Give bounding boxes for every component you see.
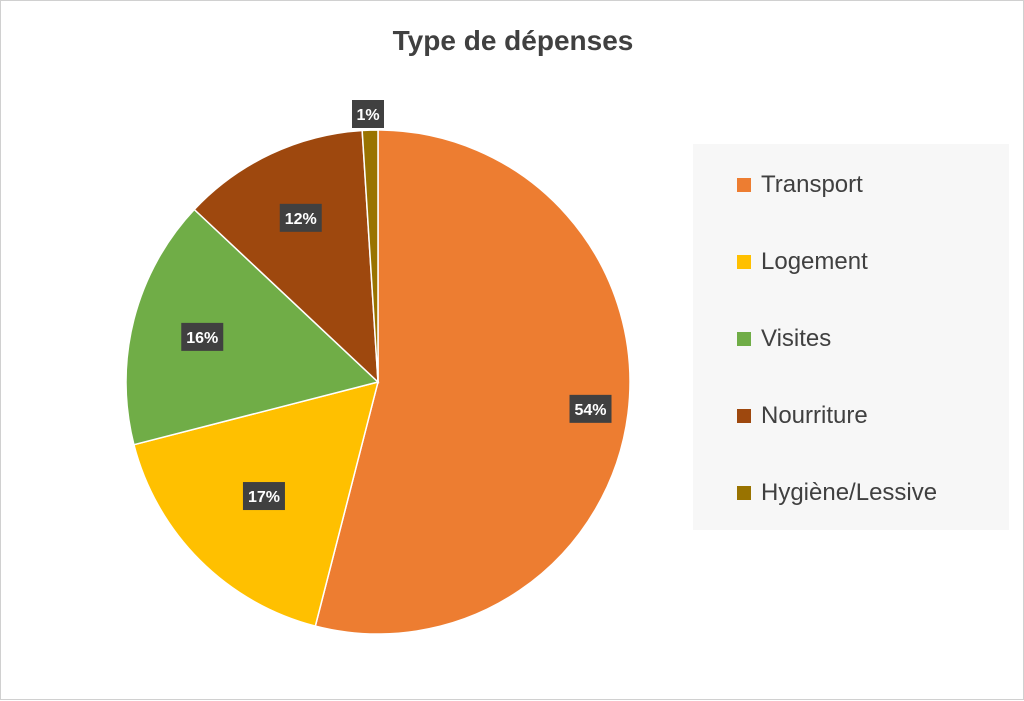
legend-item-hygi-ne-lessive: Hygiène/Lessive	[737, 478, 937, 508]
pie-slice-hygi-ne-lessive	[361, 129, 379, 383]
legend-label: Transport	[761, 171, 863, 198]
svg-text:12%: 12%	[285, 211, 317, 228]
svg-text:54%: 54%	[574, 402, 606, 419]
chart-legend: Transport Logement Visites Nourriture Hygièn…	[693, 144, 1009, 530]
legend-item-nourriture: Nourriture	[737, 401, 868, 431]
data-label-hygi-ne-lessive: 1%	[352, 100, 384, 128]
legend-swatch	[737, 178, 751, 192]
pie-slice-visites	[125, 208, 380, 446]
chart-title: Type de dépenses	[392, 25, 634, 56]
svg-text:17%: 17%	[248, 489, 280, 506]
legend-swatch	[737, 255, 751, 269]
legend-swatch	[737, 409, 751, 423]
data-label-transport: 54%	[569, 394, 612, 423]
legend-label: Nourriture	[761, 402, 868, 429]
legend-label: Hygiène/Lessive	[761, 479, 938, 506]
data-label-visites: 16%	[181, 322, 224, 351]
pie-slice-transport	[314, 129, 631, 635]
svg-text:1%: 1%	[356, 107, 379, 124]
legend-label: Visites	[761, 325, 832, 352]
legend-swatch	[737, 332, 751, 346]
svg-text:16%: 16%	[186, 330, 218, 347]
legend-label: Logement	[761, 248, 868, 275]
legend-item-logement: Logement	[737, 247, 868, 277]
legend-swatch	[737, 486, 751, 500]
legend-item-visites: Visites	[737, 324, 831, 354]
data-label-logement: 17%	[242, 482, 285, 511]
pie-slice-nourriture	[193, 129, 379, 384]
legend-item-transport: Transport	[737, 170, 863, 200]
data-label-nourriture: 12%	[279, 203, 322, 232]
